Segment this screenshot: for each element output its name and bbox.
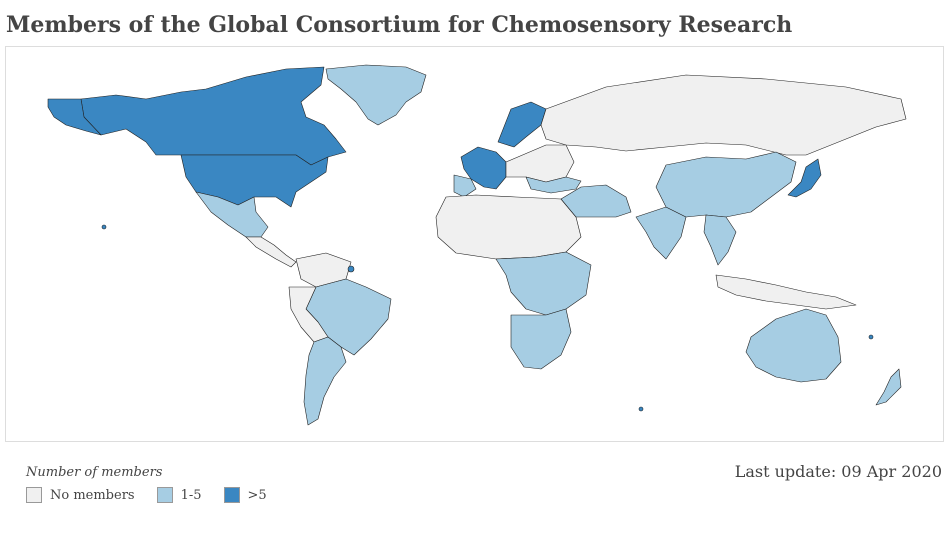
country-australia[interactable] <box>745 308 842 383</box>
island-reunion <box>638 406 644 412</box>
last-update: Last update: 09 Apr 2020 <box>734 462 942 481</box>
country-russia <box>540 74 907 156</box>
legend: No members 1-5 >5 <box>26 487 289 503</box>
world-map-svg <box>47 64 907 426</box>
island-pacific <box>868 334 874 340</box>
legend-label-more-than-5: >5 <box>247 487 267 503</box>
country-central-america <box>245 236 297 268</box>
legend-title: Number of members <box>26 465 163 480</box>
country-greenland[interactable] <box>325 64 427 126</box>
country-japan[interactable] <box>787 158 822 198</box>
country-alaska[interactable] <box>47 98 102 136</box>
country-new-zealand[interactable] <box>875 368 902 406</box>
legend-swatch-no-members <box>26 487 42 503</box>
legend-label-no-members: No members <box>50 487 135 503</box>
legend-item-more-than-5: >5 <box>223 487 267 503</box>
island-french-guiana <box>347 265 355 273</box>
legend-item-no-members: No members <box>26 487 135 503</box>
island-hawaii <box>101 224 107 230</box>
country-canada[interactable] <box>80 66 347 166</box>
country-turkey[interactable] <box>525 176 582 194</box>
country-mexico[interactable] <box>195 191 269 238</box>
country-eastern-europe <box>505 144 575 183</box>
country-central-africa[interactable] <box>495 251 592 316</box>
country-argentina-chile[interactable] <box>303 336 347 426</box>
world-map <box>5 46 944 442</box>
legend-swatch-1-5 <box>156 487 173 503</box>
country-iberia[interactable] <box>453 174 477 198</box>
legend-item-1-5: 1-5 <box>156 487 202 503</box>
country-indonesia <box>715 274 857 310</box>
country-china[interactable] <box>655 151 797 218</box>
country-western-europe[interactable] <box>460 146 507 190</box>
legend-label-1-5: 1-5 <box>180 487 202 503</box>
country-southeast-asia[interactable] <box>703 214 737 266</box>
country-north-africa <box>435 194 582 260</box>
map-title: Members of the Global Consortium for Che… <box>6 12 793 38</box>
country-south-africa[interactable] <box>510 308 572 370</box>
legend-swatch-more-than-5 <box>223 487 240 503</box>
country-middle-east[interactable] <box>560 184 632 218</box>
country-india[interactable] <box>635 206 687 260</box>
country-scandinavia[interactable] <box>497 101 547 148</box>
